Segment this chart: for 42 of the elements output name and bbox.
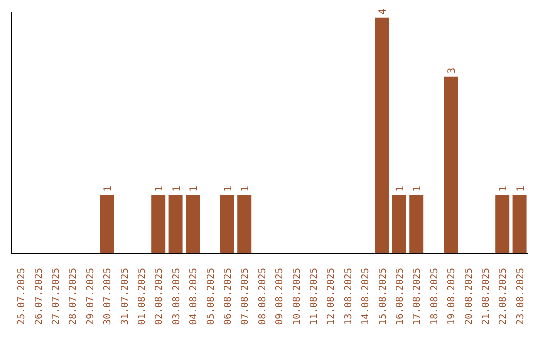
x-tick-label: 28.07.2025 xyxy=(68,268,80,326)
data-label: 3 xyxy=(447,68,458,74)
data-label: 1 xyxy=(498,186,510,192)
x-tick-label: 11.08.2025 xyxy=(309,268,320,326)
x-tick-label: 19.08.2025 xyxy=(446,268,458,326)
x-tick-label: 12.08.2025 xyxy=(326,268,338,326)
data-label: 4 xyxy=(378,8,390,15)
x-tick-label: 15.08.2025 xyxy=(378,268,389,326)
x-tick-label: 13.08.2025 xyxy=(343,268,354,326)
data-label: 1 xyxy=(154,186,166,192)
data-label: 1 xyxy=(172,186,183,192)
data-label: 1 xyxy=(395,186,406,192)
x-tick-label: 27.07.2025 xyxy=(51,268,62,326)
data-label: 1 xyxy=(223,186,234,192)
x-tick-label: 06.08.2025 xyxy=(223,268,234,326)
x-tick-label: 02.08.2025 xyxy=(154,268,166,326)
x-tick-label: 10.08.2025 xyxy=(292,268,303,326)
data-label: 1 xyxy=(240,186,252,192)
x-tick-label: 29.07.2025 xyxy=(85,268,96,326)
x-tick-label: 09.08.2025 xyxy=(274,268,286,326)
x-tick-label: 17.08.2025 xyxy=(412,268,424,326)
x-tick-label: 08.08.2025 xyxy=(257,268,268,326)
x-tick-label: 21.08.2025 xyxy=(481,268,492,326)
x-tick-label: 30.07.2025 xyxy=(102,268,114,326)
x-tick-label: 26.07.2025 xyxy=(34,268,45,326)
data-label: 1 xyxy=(103,186,114,192)
x-tick-label: 04.08.2025 xyxy=(188,268,200,326)
data-label: 1 xyxy=(412,186,424,192)
x-tick-label: 14.08.2025 xyxy=(360,268,372,326)
x-tick-label: 22.08.2025 xyxy=(498,268,510,326)
data-label: 1 xyxy=(189,186,200,192)
x-tick-label: 05.08.2025 xyxy=(206,268,217,326)
x-tick-label: 03.08.2025 xyxy=(171,268,182,326)
x-tick-label: 23.08.2025 xyxy=(515,268,526,326)
x-tick-label: 07.08.2025 xyxy=(240,268,252,326)
x-tick-label: 16.08.2025 xyxy=(395,268,406,326)
x-tick-label: 01.08.2025 xyxy=(137,268,148,326)
x-tick-label: 18.08.2025 xyxy=(429,268,440,326)
data-label: 1 xyxy=(516,186,527,192)
x-tick-label: 20.08.2025 xyxy=(464,268,475,326)
x-tick-label: 25.07.2025 xyxy=(16,268,28,326)
x-tick-label: 31.07.2025 xyxy=(120,268,131,326)
